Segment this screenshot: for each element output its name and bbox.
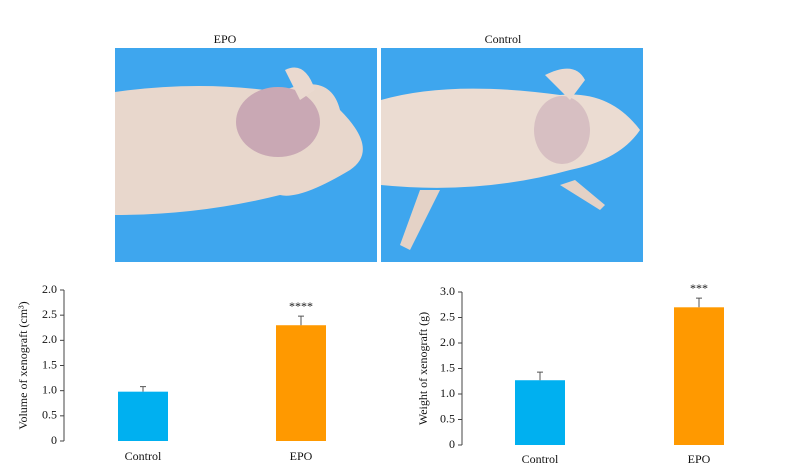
y-tick-label: 0.5 xyxy=(42,408,57,422)
y-tick-label: 0 xyxy=(449,437,455,451)
y-tick-label: 2.0 xyxy=(42,332,57,346)
tumor xyxy=(534,96,590,164)
y-tick-label: 2.5 xyxy=(440,309,455,323)
y-tick-label: 0 xyxy=(51,433,57,447)
photo-label: EPO xyxy=(214,32,237,46)
bar xyxy=(674,307,724,445)
y-tick-label: 3.0 xyxy=(440,284,455,298)
significance: **** xyxy=(289,299,313,313)
ear xyxy=(545,68,585,100)
y-tick-label: 1.0 xyxy=(42,382,57,396)
error-bar xyxy=(140,386,146,392)
x-tick-label: Control xyxy=(522,452,559,466)
y-tick-label: 1.5 xyxy=(42,357,57,371)
x-tick-label: EPO xyxy=(290,449,313,463)
error-bar xyxy=(298,315,304,326)
error-bar xyxy=(537,371,543,381)
bar xyxy=(515,380,565,445)
y-tick-label: 2.0 xyxy=(440,335,455,349)
significance: *** xyxy=(690,281,708,295)
x-tick-label: Control xyxy=(125,449,162,463)
x-tick-label: EPO xyxy=(688,452,711,466)
y-tick-label: 0.5 xyxy=(440,411,455,425)
y-tick-label: 2.0 xyxy=(42,282,57,296)
y-tick-label: 1.5 xyxy=(440,360,455,374)
photo-control xyxy=(381,48,643,262)
photo-label: Control xyxy=(485,32,522,46)
y-tick-label: 2.5 xyxy=(42,307,57,321)
y-tick-label: 1.0 xyxy=(440,386,455,400)
y-axis-label: Volume of xenograft (cm³) xyxy=(16,301,30,429)
ear xyxy=(285,67,315,100)
bar xyxy=(118,391,168,441)
photo-epo xyxy=(115,48,377,262)
bar xyxy=(276,325,326,441)
tumor xyxy=(236,87,320,157)
y-axis-label: Weight of xenograft (g) xyxy=(416,312,430,425)
error-bar xyxy=(696,297,702,308)
